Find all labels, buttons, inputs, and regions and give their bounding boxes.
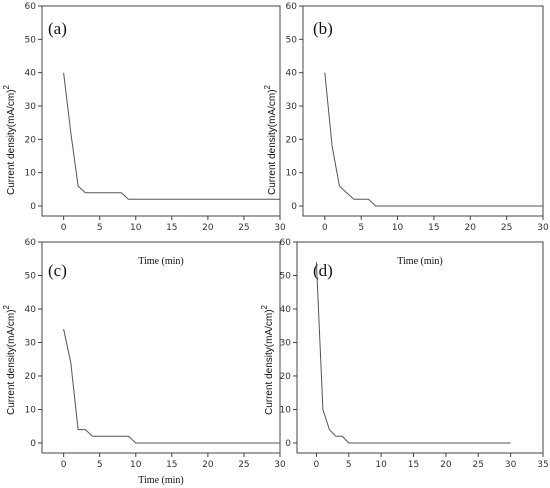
x-tick-label: 15	[166, 460, 177, 470]
y-tick-label: 0	[291, 202, 297, 212]
y-tick-label: 10	[25, 169, 37, 179]
y-tick-label: 20	[286, 135, 298, 145]
y-axis-label-text: Current density(mA/cm)	[267, 89, 278, 195]
x-tick-label: 0	[314, 460, 320, 470]
y-tick-label: 10	[286, 169, 298, 179]
y-tick-label: 50	[286, 35, 298, 45]
x-tick-label: 30	[537, 223, 549, 233]
y-tick-label: 0	[30, 202, 36, 212]
x-axis-label: Time (min)	[138, 475, 183, 486]
plot-frame	[41, 5, 281, 217]
y-tick-label: 20	[280, 372, 292, 382]
y-tick-label: 10	[25, 405, 37, 415]
series-line	[324, 72, 543, 207]
y-axis-label-superscript: 2	[2, 304, 11, 309]
y-tick-label: 60	[25, 238, 37, 248]
y-tick-label: 20	[25, 372, 37, 382]
y-axis-label: Current density(mA/cm)2	[263, 84, 278, 195]
x-tick-label: 5	[358, 223, 364, 233]
y-tick-label: 50	[25, 35, 37, 45]
panel-label: (a)	[48, 19, 67, 38]
x-tick-label: 0	[61, 460, 67, 470]
x-tick-label: 15	[408, 460, 419, 470]
x-tick-label: 10	[130, 223, 142, 233]
y-axis-label-superscript: 2	[2, 84, 11, 89]
y-tick-label: 30	[25, 102, 37, 112]
y-tick-label: 40	[280, 305, 292, 315]
y-axis-label: Current density(mA/cm)2	[2, 304, 17, 415]
plot-frame	[296, 241, 544, 454]
x-tick-label: 0	[322, 223, 328, 233]
series-line	[63, 328, 280, 444]
x-tick-label: 25	[501, 223, 512, 233]
y-axis-label-superscript: 2	[263, 84, 272, 89]
y-axis-label-superscript: 2	[260, 304, 269, 309]
panel-d: 0 5 10 15 20 25 30 35 0 10 20 30 40 50 60 (d) Time (mi…	[260, 238, 549, 470]
panel-label: (d)	[313, 261, 333, 280]
x-tick-label: 5	[97, 223, 103, 233]
series-line	[63, 72, 280, 200]
x-tick-label: 20	[465, 223, 477, 233]
y-tick-label: 60	[280, 238, 292, 248]
y-tick-label: 60	[286, 2, 298, 12]
x-tick-label: 30	[505, 460, 517, 470]
y-tick-label: 30	[25, 338, 37, 348]
panel-c: 0 5 10 15 20 25 30 0 10 20 30 40 50 60 (c) Time (min)…	[2, 238, 286, 486]
x-tick-label: 25	[473, 460, 484, 470]
x-axis-label: Time (min)	[397, 256, 442, 267]
y-axis-label-text: Current density(mA/cm)	[6, 89, 17, 195]
data-marks: 0 5 10 15 20 25 30 0 10 20 30 40 50 60	[25, 238, 286, 470]
panel-label: (c)	[48, 261, 67, 280]
y-tick-label: 40	[25, 305, 37, 315]
y-axis-label: Current density(mA/cm)2	[2, 84, 17, 195]
x-tick-label: 25	[238, 223, 249, 233]
y-tick-label: 30	[280, 338, 292, 348]
x-tick-label: 30	[274, 223, 286, 233]
x-tick-label: 20	[440, 460, 452, 470]
y-axis-label-text: Current density(mA/cm)	[6, 309, 17, 415]
y-tick-label: 50	[280, 271, 292, 281]
y-tick-label: 0	[285, 439, 291, 449]
x-tick-label: 15	[166, 223, 177, 233]
y-tick-label: 50	[25, 271, 37, 281]
y-axis-label: Current density(mA/cm)2	[260, 304, 275, 415]
panel-label: (b)	[313, 19, 333, 38]
x-tick-label: 20	[202, 460, 214, 470]
x-tick-label: 0	[61, 223, 67, 233]
y-tick-label: 30	[286, 102, 298, 112]
x-tick-label: 10	[130, 460, 142, 470]
x-tick-label: 5	[346, 460, 352, 470]
y-tick-label: 40	[286, 69, 298, 79]
data-marks: 0 5 10 15 20 25 30 0 10 20 30 40 50 60	[286, 2, 549, 233]
x-tick-label: 20	[202, 223, 214, 233]
plot-frame	[302, 5, 544, 217]
x-tick-label: 35	[537, 460, 548, 470]
y-tick-label: 60	[25, 2, 37, 12]
x-tick-label: 5	[97, 460, 103, 470]
x-tick-label: 10	[375, 460, 387, 470]
y-tick-label: 20	[25, 135, 37, 145]
x-tick-label: 30	[274, 460, 286, 470]
panel-b: 0 5 10 15 20 25 30 0 10 20 30 40 50 60 (b) Current de…	[263, 2, 549, 233]
x-axis-label: Time (min)	[138, 256, 183, 267]
x-tick-label: 15	[428, 223, 439, 233]
y-tick-label: 40	[25, 69, 37, 79]
x-tick-label: 10	[392, 223, 404, 233]
y-tick-label: 0	[30, 439, 36, 449]
data-marks: 0 5 10 15 20 25 30 35 0 10 20 30 40 50 60	[280, 238, 549, 470]
series-line	[315, 262, 511, 444]
y-axis-label-text: Current density(mA/cm)	[264, 309, 275, 415]
panel-a: 0 5 10 15 20 25 30 0 10 20 30 40 50 60 (a) Time (min)…	[2, 2, 286, 267]
x-tick-label: 25	[238, 460, 249, 470]
y-tick-label: 10	[280, 405, 292, 415]
data-marks: 0 5 10 15 20 25 30 0 10 20 30 40 50 60	[25, 2, 286, 233]
plot-frame	[41, 241, 281, 454]
